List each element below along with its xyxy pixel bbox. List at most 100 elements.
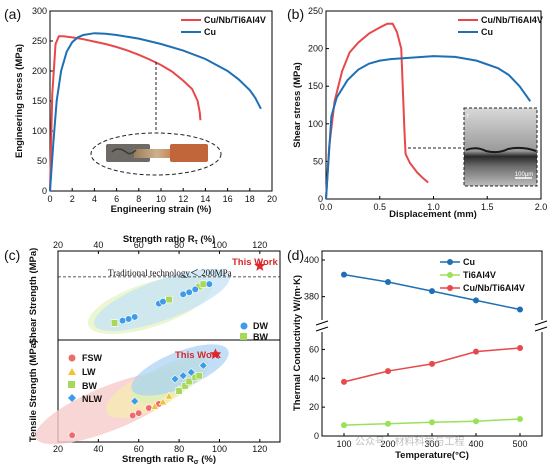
point-cu-nb-ti (429, 360, 435, 367)
panel-c-bottom-ylabel: Tensile Strength (MPa) (28, 340, 39, 442)
x-tick-label: 20 (267, 194, 277, 204)
x-tick-label: 300 (424, 439, 439, 449)
point-cu-nb-ti (341, 378, 347, 385)
point-cu (473, 297, 479, 304)
nlw-point (170, 374, 180, 384)
legend-label-bw: BW (82, 381, 97, 391)
legend-label-cu: Cu (204, 27, 216, 37)
point-cu (341, 271, 347, 278)
dw-point (205, 280, 213, 288)
x-tick-label: 100 (336, 439, 351, 449)
lw-point (164, 391, 174, 400)
sem-micrograph-inset: f 100μm (463, 107, 538, 187)
point-ti6al4v (517, 415, 523, 422)
bw-point-bottom (175, 387, 183, 395)
panel-b-ylabel: Shear stress (MPa) (292, 62, 303, 148)
legend-marker-ti6al4v (447, 272, 453, 278)
legend-marker-bw (68, 381, 75, 388)
legend-label-cu: Cu (481, 27, 493, 37)
dw-point (131, 313, 139, 321)
series-line-cu-nb-ti (49, 35, 202, 192)
y-tick-label: 50 (313, 156, 323, 166)
nlw-region (131, 344, 229, 396)
svg-text:f: f (467, 114, 469, 120)
legend-marker-nlw (68, 394, 76, 402)
top-x-tick-label: 80 (174, 240, 184, 250)
lw-point (158, 397, 168, 406)
panel-c-top-legend: DW BW (240, 321, 268, 342)
legend-marker-bw (240, 333, 247, 340)
legend-label-cu-nb-ti: Cu/Nb/Ti6Al4V (204, 15, 266, 25)
x-tick-label: 2.0 (535, 202, 548, 212)
y-tick-label: 60 (309, 344, 319, 354)
legend-label-bw: BW (253, 332, 268, 342)
x-tick-label: 10 (156, 194, 166, 204)
point-ti6al4v (385, 420, 391, 427)
x-tick-label: 6 (114, 194, 119, 204)
y-tick-label: 0 (318, 194, 323, 204)
panel-c-bottom-xlabel: Strength ratio Rσ (%) (122, 454, 216, 466)
dw-point (159, 297, 167, 306)
nlw-point (198, 361, 208, 370)
bw-point-bottom (181, 382, 189, 390)
point-cu (517, 306, 523, 313)
fsw-point (68, 431, 76, 439)
x-tick-label: 14 (200, 194, 210, 204)
x-tick-label: 400 (468, 439, 483, 449)
panel-a-xlabel: Engineering strain (%) (111, 204, 212, 215)
panel-a-legend: Cu/Nb/Ti6Al4V Cu (181, 15, 266, 37)
point-cu-nb-ti (385, 368, 391, 375)
panel-d-xlabel: Temperature(°C) (395, 450, 469, 461)
fsw-point (129, 411, 137, 420)
x-tick-label: 16 (223, 194, 233, 204)
top-x-tick-label: 20 (53, 240, 63, 250)
legend-label-ti6al4v: Ti6Al4V (463, 270, 496, 280)
sem-scale-label: 100μm (515, 172, 533, 178)
legend-label-dw: DW (253, 321, 268, 331)
point-cu (385, 279, 391, 285)
y-tick-label: 100 (308, 119, 323, 129)
y-tick-label: 40 (309, 373, 319, 383)
point-cu (429, 288, 435, 295)
x-tick-label: 200 (380, 439, 395, 449)
panel-d: (d) 100 200 300 400 500 380 400 0 20 40 60 Tempera… (287, 247, 548, 461)
x-tick-label: 0.5 (373, 202, 386, 212)
lw-point (150, 401, 160, 410)
panel-b: (b) 0.0 0.5 1.0 1.5 2.0 0 50 100 150 200 250 Disp… (287, 6, 547, 220)
watermark-text: 公众号 · 材料科学与工程 (355, 435, 465, 448)
x-tick-label: 12 (178, 194, 188, 204)
dw-point (118, 316, 127, 325)
panel-c: (c) Strength ratio Rτ (%) Strength ratio… (4, 234, 281, 466)
panel-a-label: (a) (4, 6, 21, 22)
x-tick-label: 500 (512, 439, 527, 449)
panel-a-ylabel: Engineering stress (MPa) (14, 44, 25, 158)
fsw-point (135, 409, 143, 417)
point-ti6al4v (341, 422, 347, 429)
bw-point-top (165, 295, 173, 304)
panel-d-label: (d) (287, 247, 304, 263)
series-line-cu (325, 55, 532, 200)
bottom-x-tick-label: 20 (53, 444, 63, 454)
point-cu-nb-ti (517, 344, 523, 351)
this-work-star-top (254, 259, 266, 271)
y-tick-label: 0 (42, 186, 47, 196)
y-tick-label: 250 (32, 36, 47, 46)
nlw-point (178, 371, 188, 381)
panel-c-bottom-frame (57, 339, 281, 443)
bottom-x-tick-label: 60 (134, 444, 144, 454)
bottom-x-tick-label: 100 (212, 444, 227, 454)
panel-b-legend: Cu/Nb/Ti6Al4V Cu (458, 15, 543, 37)
this-work-star-bottom (209, 348, 222, 360)
x-tick-label: 0 (47, 194, 52, 204)
legend-label-cu: Cu (463, 257, 475, 267)
y-tick-label: 100 (32, 126, 47, 136)
x-tick-label: 18 (245, 194, 255, 204)
fsw-point (145, 404, 153, 412)
this-work-label-top: This Work (232, 257, 278, 268)
dw-point (185, 288, 193, 296)
bottom-x-tick-label: 40 (93, 444, 103, 454)
panel-c-label: (c) (4, 247, 20, 263)
x-tick-label: 1.0 (427, 202, 440, 212)
panel-c-bottom-legend: FSW LW BW NLW (68, 353, 103, 404)
